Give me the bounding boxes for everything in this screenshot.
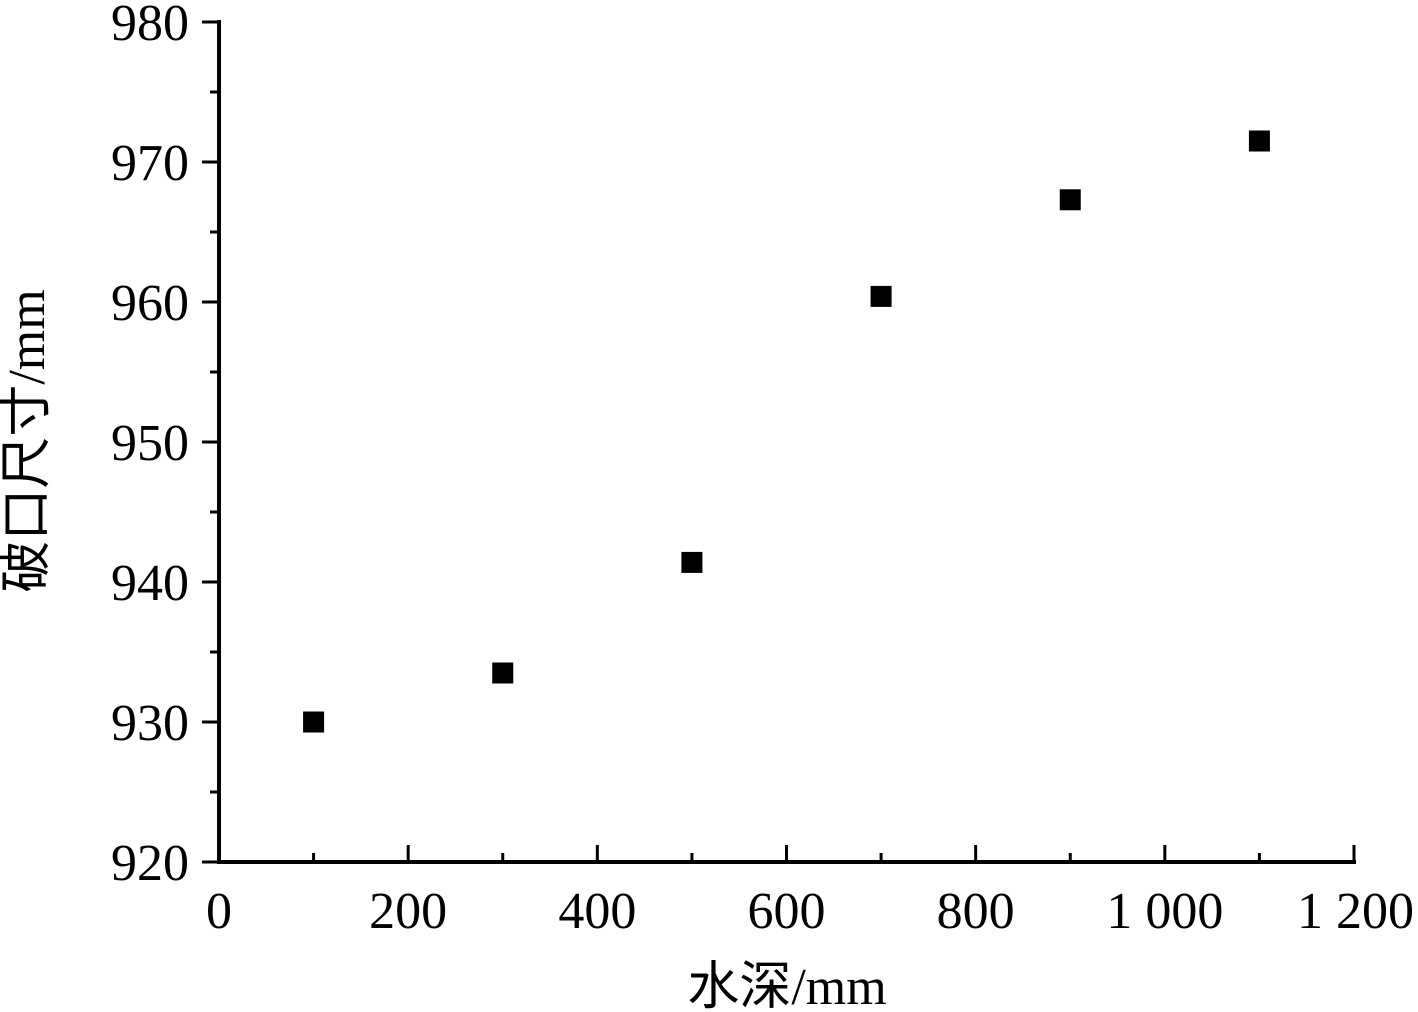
y-axis-ticks (202, 20, 219, 864)
x-axis-tick-labels: 0 200 400 600 800 1 000 1 200 (206, 883, 1414, 940)
y-tick-label: 980 (111, 0, 189, 52)
x-tick-label: 400 (558, 883, 636, 940)
x-tick-label: 1 000 (1106, 883, 1223, 940)
y-tick-label: 940 (111, 555, 189, 612)
x-tick-label: 1 200 (1297, 883, 1414, 940)
y-axis-tick-labels: 920 930 940 950 960 970 980 (111, 0, 189, 892)
y-axis-title: 破口尺寸/mm (0, 289, 56, 592)
y-tick-label: 930 (111, 695, 189, 752)
x-axis-ticks (217, 845, 1356, 862)
data-points (303, 130, 1270, 733)
y-tick-label: 950 (111, 415, 189, 472)
x-axis-title: 水深/mm (687, 959, 886, 1012)
x-tick-label: 800 (937, 883, 1015, 940)
y-tick-label: 970 (111, 135, 189, 192)
y-tick-label: 960 (111, 275, 189, 332)
data-point (303, 711, 325, 733)
axes (217, 20, 1356, 864)
data-point (681, 551, 703, 573)
x-tick-label: 600 (748, 883, 826, 940)
data-point (1059, 189, 1081, 211)
data-point (492, 662, 514, 684)
y-tick-label: 920 (111, 835, 189, 892)
data-point (870, 285, 892, 307)
x-tick-label: 200 (369, 883, 447, 940)
x-tick-label: 0 (206, 883, 232, 940)
data-point (1248, 130, 1270, 152)
